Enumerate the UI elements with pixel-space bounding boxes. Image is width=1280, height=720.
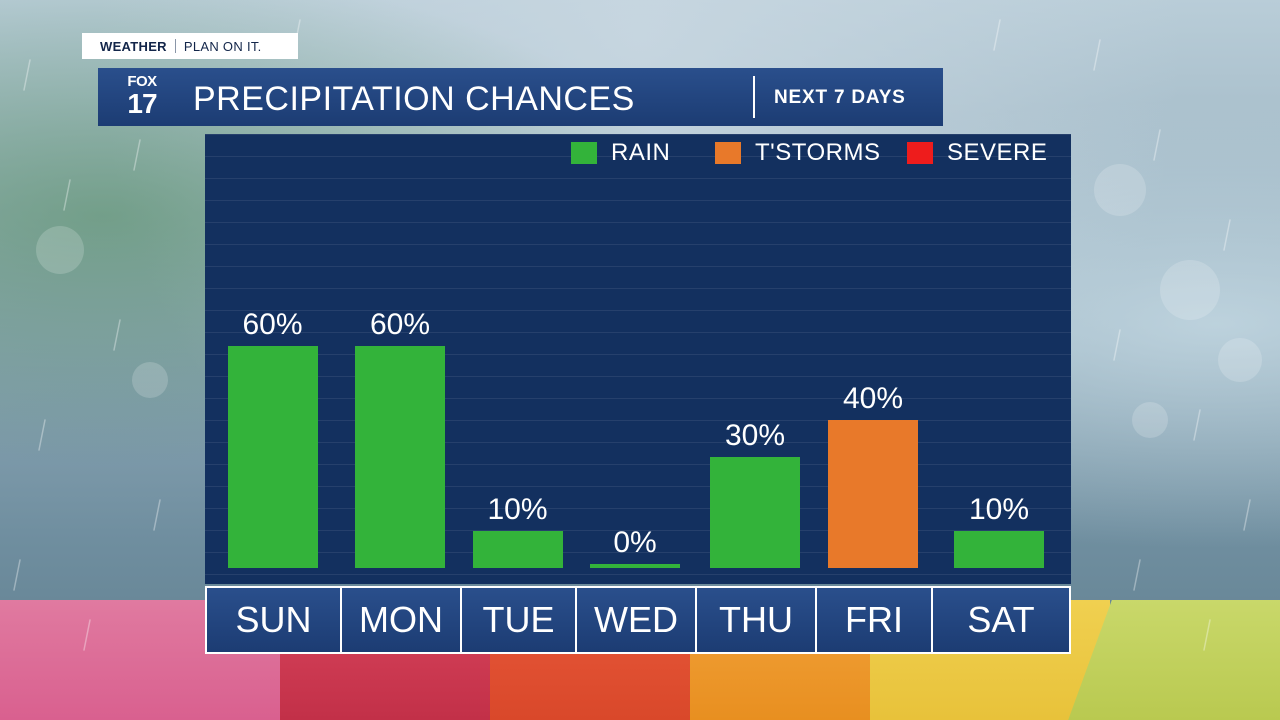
bar-value-label-wed: 0% xyxy=(613,526,657,559)
day-label-sat: SAT xyxy=(967,599,1035,640)
legend-item-severe: SEVERE xyxy=(907,139,1047,167)
bar-fri xyxy=(828,420,918,568)
bar-value-label-thu: 30% xyxy=(724,419,786,452)
bar-tue xyxy=(472,531,563,568)
legend-item-tstorms: T'STORMS xyxy=(715,139,880,167)
legend-label-severe: SEVERE xyxy=(947,139,1048,166)
bar-sat xyxy=(954,531,1044,568)
bar-wed xyxy=(590,564,680,568)
day-label-wed: WED xyxy=(577,588,697,652)
brand-tagline: PLAN ON IT. xyxy=(183,38,262,54)
bar-value-label-mon: 60% xyxy=(369,308,431,341)
logo-number: 17 xyxy=(127,88,157,119)
legend-swatch-tstorms xyxy=(715,142,741,164)
bar-value-label-sat: 10% xyxy=(968,493,1030,526)
logo-fox-text: FOX xyxy=(127,73,157,90)
brand-tag: WEATHER PLAN ON IT. xyxy=(82,33,298,59)
fox17-logo: FOX 17 xyxy=(120,72,164,122)
legend-swatch-severe xyxy=(907,142,933,164)
title-bar: FOX 17 PRECIPITATION CHANCES NEXT 7 DAYS xyxy=(98,68,943,126)
day-label-sun: SUN xyxy=(207,588,342,652)
day-axis: SUN MON TUE WED THU FRI SAT xyxy=(205,586,1071,654)
day-label-thu: THU xyxy=(697,588,817,652)
brand-weather: WEATHER xyxy=(100,38,167,54)
day-label-fri: FRI xyxy=(817,588,933,652)
legend-item-rain: RAIN xyxy=(571,139,670,167)
title-divider xyxy=(753,76,755,118)
bar-sun xyxy=(227,346,318,568)
bar-thu xyxy=(710,457,800,568)
bar-value-label-sun: 60% xyxy=(242,308,303,341)
bar-value-label-fri: 40% xyxy=(842,382,904,415)
chart-panel: RAIN T'STORMS SEVERE 60% 60% 10% 0% 30% 40% 10… xyxy=(205,134,1071,584)
chart-legend: RAIN T'STORMS SEVERE xyxy=(205,134,1071,170)
day-label-tue: TUE xyxy=(462,588,577,652)
bar-value-label-tue: 10% xyxy=(487,493,548,526)
legend-label-rain: RAIN xyxy=(611,139,671,166)
page-title: PRECIPITATION CHANCES xyxy=(193,80,635,118)
legend-label-tstorms: T'STORMS xyxy=(755,139,881,166)
legend-swatch-rain xyxy=(571,142,597,164)
page-subtitle: NEXT 7 DAYS xyxy=(774,87,906,108)
bar-mon xyxy=(355,346,445,568)
day-label-mon: MON xyxy=(342,588,462,652)
brand-separator xyxy=(174,39,176,53)
